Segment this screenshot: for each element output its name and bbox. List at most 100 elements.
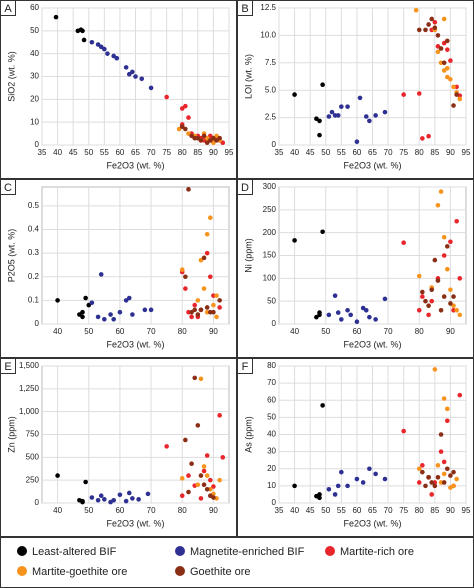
point [198,376,204,382]
panel: 0 50 100 150 200 250 300 40 50 60 70 80 90 Fe2O3 (wt.… [237,179,474,358]
y-tick-label: 40 [267,430,276,439]
point [204,250,210,256]
point [445,65,450,71]
point [416,91,422,96]
point [332,492,338,497]
point [102,316,107,322]
x-tick-label: 85 [430,148,439,157]
point [195,482,201,488]
point [139,76,145,82]
point [420,469,425,475]
point [95,497,101,503]
point [217,135,222,141]
x-tick-label: 80 [415,327,424,336]
point [354,319,360,325]
point [435,49,441,55]
point [367,118,372,124]
y-tick-label: 50 [30,26,39,35]
point [454,308,459,313]
point [401,428,406,434]
point [164,444,169,449]
point [130,496,135,501]
point [382,296,388,302]
x-tick-label: 80 [178,327,187,336]
x-axis-title: Fe2O3 (wt. %) [106,160,164,170]
point [148,85,154,91]
x-tick-label: 70 [384,506,393,515]
x-tick-label: 40 [290,148,299,157]
point [432,367,438,372]
panel: 0 10 20 30 40 50 60 70 80 35 40 45 50 55 60 65 70 75 80 85 9… [237,358,474,537]
point [217,298,222,303]
point [420,294,425,299]
panel-letter-box [237,0,253,16]
point [142,307,148,313]
x-axis-title: Fe2O3 (wt. %) [343,518,401,528]
point [438,46,444,51]
point [401,240,406,246]
point [195,298,201,303]
point [80,28,85,34]
point [345,104,350,109]
point [445,47,450,52]
y-tick-label: 1,000 [19,407,40,416]
point [164,94,169,100]
point [445,266,450,272]
point [217,305,222,310]
y-tick-label: 50 [267,412,276,421]
point [317,132,322,138]
point [208,477,213,483]
x-tick-label: 95 [225,148,234,157]
point [441,253,447,258]
x-tick-label: 45 [69,148,78,157]
point [382,476,388,482]
point [348,312,353,318]
point [448,287,453,293]
y-tick-label: 0.2 [28,272,40,281]
y-tick-label: 10.0 [260,31,276,40]
point [102,46,107,52]
point [435,278,441,283]
y-tick-label: 250 [26,475,40,484]
point [423,298,428,304]
point [367,314,372,320]
point [89,495,95,500]
x-tick-label: 70 [147,327,156,336]
point [208,274,213,280]
point [198,473,204,478]
point [448,58,453,63]
y-tick-label: 40 [30,49,39,58]
panel-border [0,358,237,537]
point [416,466,422,472]
point [457,312,463,318]
point [320,403,325,408]
point [429,16,435,22]
point [432,483,438,489]
y-tick-label: 150 [263,251,277,260]
point [401,92,406,97]
x-tick-label: 85 [430,506,439,515]
point [198,496,204,501]
panel-letter-box [237,179,253,195]
y-tick-label: 0.3 [28,248,40,257]
point [441,16,447,22]
point [123,498,129,504]
x-tick-label: 95 [462,506,471,515]
y-tick-label: 300 [263,182,277,191]
x-tick-label: 40 [290,506,299,515]
point [441,294,447,299]
point [432,257,438,263]
point [367,466,372,472]
point [345,483,350,489]
point [432,25,438,31]
y-axis-title: P2O5 (wt. %) [6,229,16,283]
point [183,274,188,280]
x-tick-label: 60 [115,148,124,157]
point [435,202,441,208]
y-tick-label: 750 [26,430,40,439]
point [441,396,447,401]
point [335,483,341,489]
point [423,27,428,33]
point [179,267,185,272]
